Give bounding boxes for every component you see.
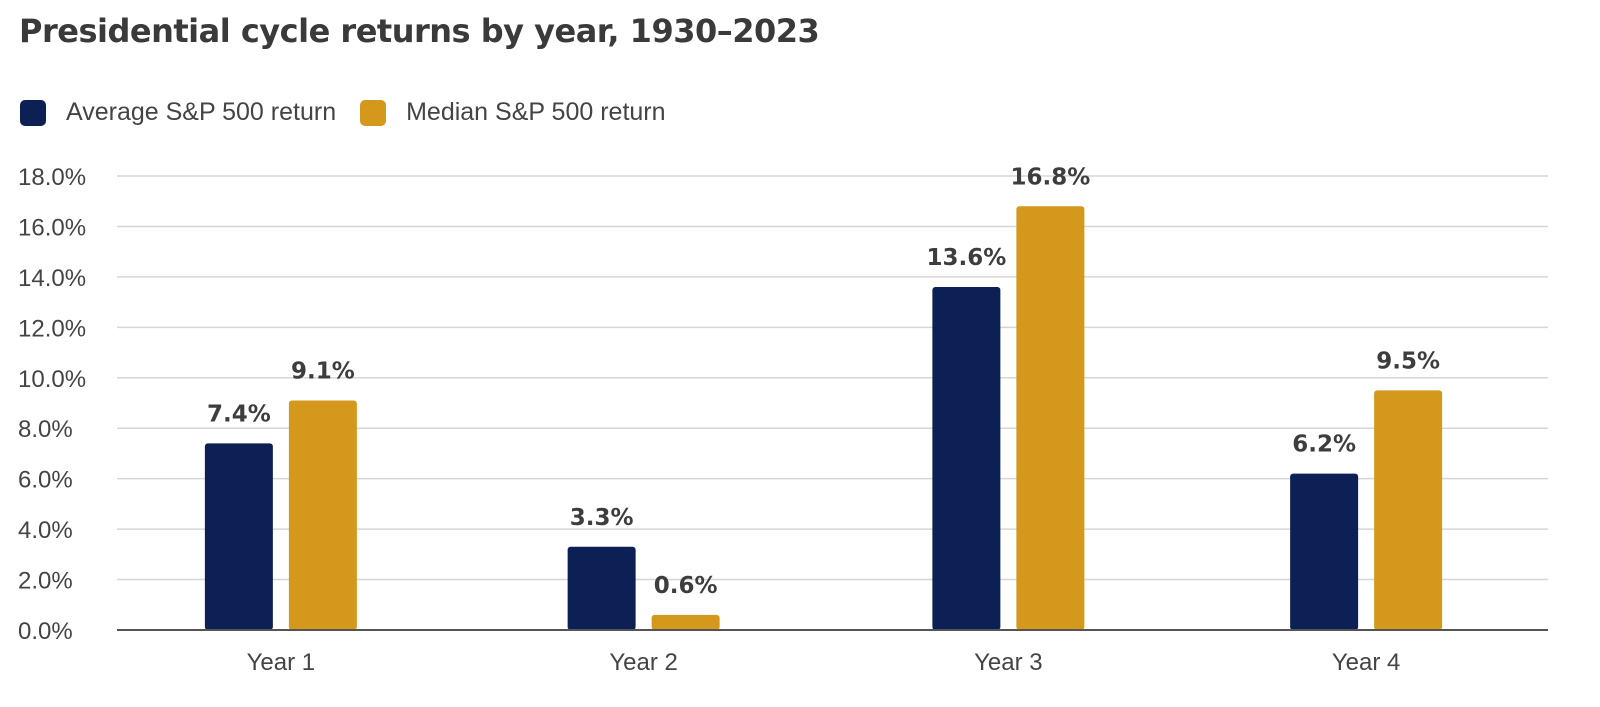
y-tick-label: 14.0% <box>18 265 86 292</box>
legend-label-median: Median S&P 500 return <box>406 98 666 126</box>
y-tick-label: 10.0% <box>18 366 86 393</box>
x-tick-label: Year 4 <box>1332 649 1401 676</box>
bar <box>204 443 273 630</box>
bar <box>1016 206 1085 630</box>
data-label: 0.6% <box>654 573 718 599</box>
bar <box>932 286 1001 630</box>
y-tick-label: 12.0% <box>18 315 86 342</box>
y-tick-label: 2.0% <box>18 568 73 595</box>
x-tick-label: Year 2 <box>609 649 678 676</box>
data-label: 13.6% <box>926 245 1006 271</box>
legend-label-average: Average S&P 500 return <box>66 98 337 126</box>
bar <box>1290 473 1359 630</box>
y-tick-label: 18.0% <box>18 164 86 191</box>
legend-swatch-average <box>20 99 46 126</box>
data-label: 16.8% <box>1010 164 1090 190</box>
y-tick-label: 8.0% <box>18 416 73 443</box>
y-tick-label: 6.0% <box>18 467 73 494</box>
legend: Average S&P 500 return Median S&P 500 re… <box>20 98 690 127</box>
y-tick-label: 0.0% <box>18 618 73 645</box>
data-label: 9.1% <box>291 358 355 384</box>
bar <box>567 546 636 630</box>
y-tick-label: 4.0% <box>18 517 73 544</box>
data-label: 3.3% <box>570 505 634 531</box>
data-label: 6.2% <box>1292 432 1356 458</box>
x-tick-label: Year 1 <box>247 649 316 676</box>
legend-item-median: Median S&P 500 return <box>360 98 666 127</box>
data-label: 9.5% <box>1376 348 1440 374</box>
data-label: 7.4% <box>207 401 271 427</box>
chart-title: Presidential cycle returns by year, 1930… <box>19 12 820 50</box>
bar <box>288 400 357 630</box>
bar <box>1374 390 1443 630</box>
legend-swatch-median <box>360 99 387 126</box>
x-tick-label: Year 3 <box>974 649 1043 676</box>
bar <box>651 614 720 630</box>
legend-item-average: Average S&P 500 return <box>20 98 336 127</box>
y-tick-label: 16.0% <box>18 214 86 241</box>
